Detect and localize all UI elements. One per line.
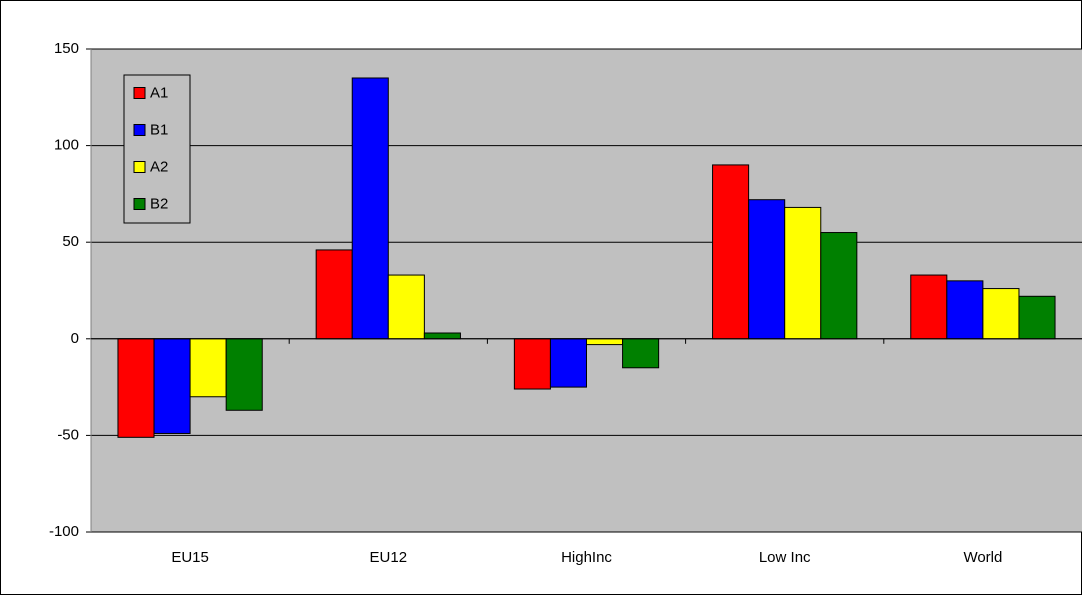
y-tick-label: 100 xyxy=(54,137,79,154)
bar xyxy=(513,338,551,390)
legend-swatch xyxy=(133,198,146,210)
y-tick-label: -100 xyxy=(49,523,79,540)
legend-swatch xyxy=(133,87,146,99)
bar xyxy=(225,338,263,411)
bar xyxy=(946,280,984,340)
bar xyxy=(820,232,858,340)
bar xyxy=(748,199,786,340)
bar xyxy=(153,338,191,434)
legend-swatch xyxy=(133,124,146,136)
legend-label: A1 xyxy=(150,84,168,101)
bar xyxy=(982,288,1020,340)
x-tick-label: EU15 xyxy=(171,549,209,566)
bar xyxy=(712,164,750,340)
bar xyxy=(315,249,353,340)
x-tick-label: World xyxy=(963,549,1002,566)
bar xyxy=(117,338,155,438)
y-tick-label: -50 xyxy=(57,426,79,443)
y-tick-label: 150 xyxy=(54,40,79,57)
x-tick-label: HighInc xyxy=(561,549,612,566)
legend-label: B2 xyxy=(150,195,168,212)
bar xyxy=(387,274,425,340)
bar xyxy=(622,338,660,369)
bar xyxy=(423,332,461,340)
bar xyxy=(549,338,588,388)
y-tick-label: 50 xyxy=(62,233,79,250)
bar xyxy=(351,77,389,340)
bar xyxy=(910,274,948,340)
bar xyxy=(1018,295,1056,340)
legend-label: B1 xyxy=(150,121,168,138)
x-tick-label: EU12 xyxy=(370,549,408,566)
bar xyxy=(586,338,624,346)
bar xyxy=(189,338,227,398)
legend-label: A2 xyxy=(150,158,168,175)
x-tick-label: Low Inc xyxy=(759,549,811,566)
legend-swatch xyxy=(133,161,146,173)
y-tick-label: 0 xyxy=(71,330,79,347)
bar xyxy=(784,206,822,340)
